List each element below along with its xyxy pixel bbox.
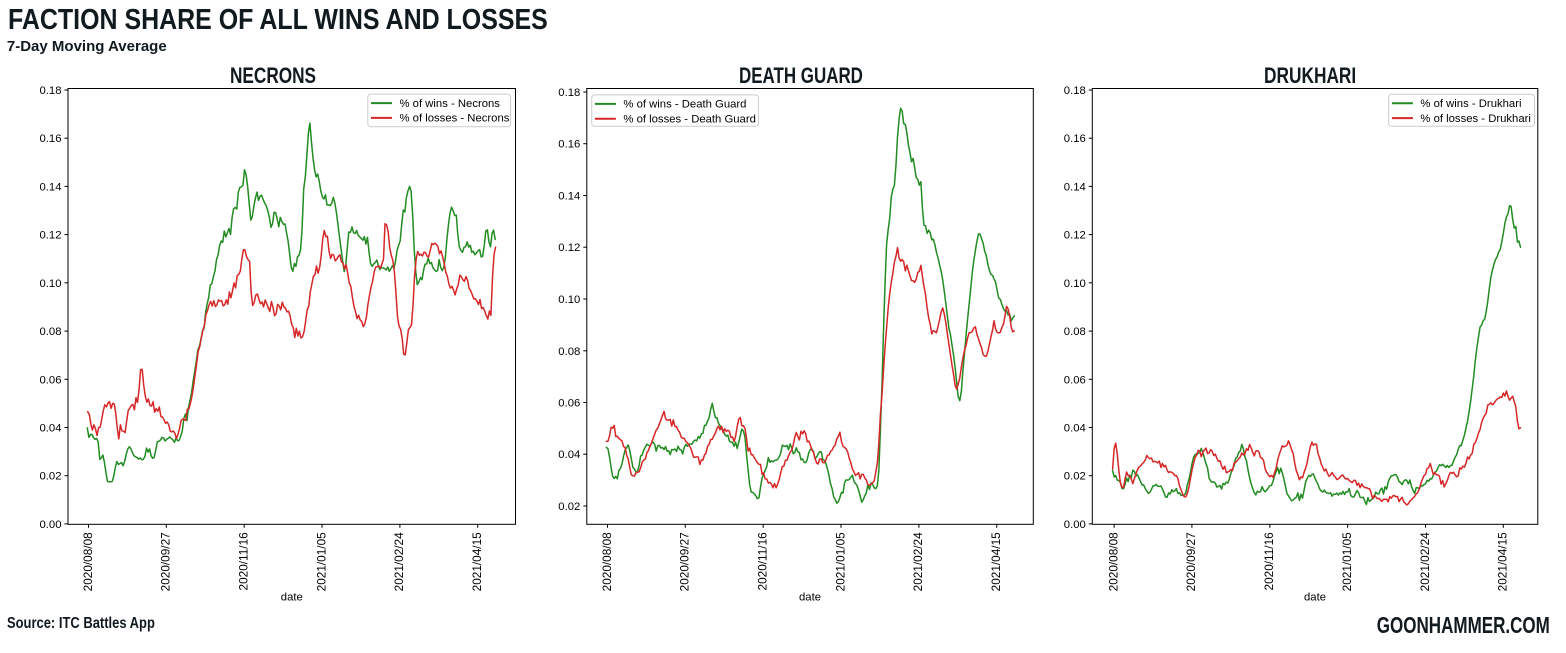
svg-text:2021/01/05: 2021/01/05 [1340, 532, 1354, 591]
svg-text:2020/09/27: 2020/09/27 [1184, 532, 1198, 591]
svg-text:2021/04/15: 2021/04/15 [989, 532, 1003, 591]
svg-text:% of wins - Necrons: % of wins - Necrons [400, 98, 501, 110]
svg-text:date: date [281, 592, 303, 604]
svg-text:% of losses - Necrons: % of losses - Necrons [400, 113, 510, 125]
svg-text:0.08: 0.08 [40, 326, 62, 338]
svg-text:0.02: 0.02 [558, 501, 580, 513]
svg-text:0.02: 0.02 [40, 471, 62, 483]
svg-text:2020/08/08: 2020/08/08 [600, 532, 614, 591]
svg-text:0.18: 0.18 [40, 85, 62, 97]
svg-text:0.16: 0.16 [40, 133, 62, 145]
svg-text:2021/02/24: 2021/02/24 [392, 532, 406, 591]
svg-text:2020/09/27: 2020/09/27 [678, 532, 692, 591]
svg-text:0.12: 0.12 [558, 242, 580, 254]
svg-text:2020/08/08: 2020/08/08 [1106, 532, 1120, 591]
svg-text:0.10: 0.10 [40, 278, 62, 290]
svg-text:0.10: 0.10 [558, 294, 580, 306]
svg-text:2021/02/24: 2021/02/24 [1418, 532, 1432, 591]
svg-text:0.14: 0.14 [40, 181, 62, 193]
svg-text:0.12: 0.12 [1064, 230, 1086, 242]
svg-text:2021/02/24: 2021/02/24 [911, 532, 925, 591]
svg-text:0.14: 0.14 [1064, 181, 1086, 193]
svg-text:% of wins - Drukhari: % of wins - Drukhari [1420, 98, 1521, 110]
svg-text:date: date [799, 592, 821, 604]
svg-text:% of losses - Drukhari: % of losses - Drukhari [1420, 113, 1531, 125]
svg-text:2021/04/15: 2021/04/15 [470, 532, 484, 591]
svg-text:0.08: 0.08 [1064, 326, 1086, 338]
svg-text:2020/11/16: 2020/11/16 [237, 532, 251, 591]
svg-text:0.18: 0.18 [558, 87, 580, 99]
svg-text:0.06: 0.06 [1064, 374, 1086, 386]
svg-text:0.08: 0.08 [558, 346, 580, 358]
svg-text:2020/09/27: 2020/09/27 [159, 532, 173, 591]
svg-text:2021/01/05: 2021/01/05 [314, 532, 328, 591]
svg-text:2021/01/05: 2021/01/05 [833, 532, 847, 591]
svg-text:0.04: 0.04 [40, 423, 62, 435]
svg-text:0.10: 0.10 [1064, 278, 1086, 290]
svg-text:0.04: 0.04 [558, 449, 580, 461]
svg-text:0.16: 0.16 [1064, 133, 1086, 145]
svg-text:0.16: 0.16 [558, 139, 580, 151]
svg-text:% of wins - Death Guard: % of wins - Death Guard [623, 99, 746, 111]
svg-text:0.18: 0.18 [1064, 85, 1086, 97]
svg-text:0.14: 0.14 [558, 191, 580, 203]
svg-text:0.04: 0.04 [1064, 423, 1086, 435]
svg-text:0.06: 0.06 [40, 374, 62, 386]
svg-text:2020/08/08: 2020/08/08 [81, 532, 95, 591]
svg-text:date: date [1304, 592, 1326, 604]
svg-text:0.12: 0.12 [40, 230, 62, 242]
svg-text:2020/11/16: 2020/11/16 [1262, 532, 1276, 591]
svg-text:2020/11/16: 2020/11/16 [756, 532, 770, 591]
svg-text:% of losses - Death Guard: % of losses - Death Guard [623, 114, 756, 126]
svg-text:0.02: 0.02 [1064, 471, 1086, 483]
svg-text:0.00: 0.00 [1064, 519, 1086, 531]
svg-text:2021/04/15: 2021/04/15 [1496, 532, 1510, 591]
svg-text:0.06: 0.06 [558, 398, 580, 410]
svg-text:0.00: 0.00 [40, 519, 62, 531]
